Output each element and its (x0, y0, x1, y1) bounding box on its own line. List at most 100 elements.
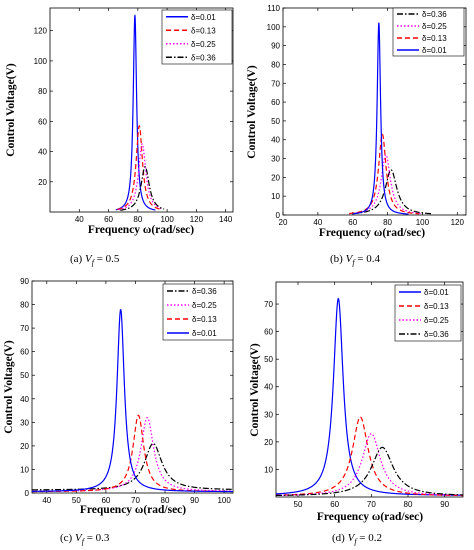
series-line-2 (118, 143, 162, 211)
y-tick-label: 50 (271, 117, 280, 126)
x-tick-label: 90 (190, 496, 199, 505)
legend-entry: δ=0.25 (192, 301, 217, 310)
panel-b: 20 40 60 80 100 120 0 10 20 30 40 50 60 70 80 90 100 110 F… (246, 4, 467, 267)
series-line-1 (32, 417, 233, 492)
x-tick-label: 80 (404, 500, 413, 509)
series-line-0 (352, 169, 432, 215)
y-tick-label: 40 (20, 395, 29, 404)
legend-entry: δ=0.01 (422, 46, 447, 55)
y-tick-label: 20 (38, 178, 47, 187)
y-tick-label: 100 (267, 23, 281, 32)
x-axis-label: Frequency ω(rad/sec) (317, 511, 423, 523)
series-group (276, 297, 463, 497)
panel-c: 40 50 60 70 80 90 100 0 10 20 30 40 50 60 70 80 90 Freque… (3, 277, 234, 546)
y-tick-label: 120 (34, 27, 48, 36)
y-tick-label: 0 (276, 211, 281, 220)
series-group (349, 22, 432, 215)
y-tick-label: 20 (20, 442, 29, 451)
y-tick-label: 10 (271, 192, 280, 201)
plot-frame (49, 7, 234, 213)
legend-entry: δ=0.25 (191, 40, 216, 49)
legend-entry: δ=0.01 (424, 288, 449, 297)
x-tick-label: 60 (330, 500, 339, 509)
x-tick-label: 140 (219, 215, 233, 224)
legend-entry: δ=0.13 (422, 34, 447, 43)
x-axis-label: Frequency ω(rad/sec) (88, 224, 194, 236)
x-tick-label: 70 (367, 500, 376, 509)
x-tick-label: 100 (217, 496, 231, 505)
y-tick-label: 30 (264, 410, 273, 419)
y-tick-label: 70 (271, 79, 280, 88)
series-line-3 (120, 166, 165, 211)
legend-box (161, 9, 233, 65)
x-tick-label: 70 (131, 496, 140, 505)
y-tick-label: 30 (20, 418, 29, 427)
series-line-3 (352, 22, 409, 215)
x-tick-label: 120 (190, 215, 204, 224)
series-group (115, 14, 165, 211)
series-line-2 (276, 432, 463, 496)
panel-caption: (a) Vf = 0.5 (70, 253, 120, 267)
series-line-1 (117, 125, 160, 211)
y-axis-label: Control Voltage(V) (5, 63, 17, 157)
y-tick-label: 40 (271, 136, 280, 145)
panel-d: 50 60 70 80 90 10 20 30 40 50 60 70 Frequency ω(rad/… (249, 281, 464, 546)
x-tick-label: 50 (294, 500, 303, 509)
x-tick-label: 100 (160, 215, 174, 224)
y-tick-label: 40 (264, 383, 273, 392)
legend-entry: δ=0.13 (191, 26, 216, 35)
x-axis-label: Frequency ω(rad/sec) (80, 504, 186, 516)
series-group (32, 309, 233, 493)
plot-frame (282, 7, 467, 216)
x-axis-label: Frequency ω(rad/sec) (319, 227, 425, 239)
legend-entry: δ=0.36 (424, 330, 449, 339)
legend: δ=0.01 δ=0.13 δ=0.25 δ=0.36 (394, 284, 462, 342)
x-tick-label: 60 (104, 215, 113, 224)
x-tick-label: 60 (348, 218, 357, 227)
y-tick-label: 80 (20, 301, 29, 310)
x-tick-label: 80 (133, 215, 142, 224)
legend: δ=0.01 δ=0.13 δ=0.25 δ=0.36 (161, 9, 233, 65)
x-tick-label: 20 (279, 218, 288, 227)
series-line-3 (276, 446, 463, 497)
y-tick-label: 100 (34, 57, 48, 66)
y-tick-label: 70 (20, 324, 29, 333)
legend-entry: δ=0.13 (424, 302, 449, 311)
series-line-2 (32, 414, 233, 493)
y-tick-label: 70 (264, 300, 273, 309)
legend-box (394, 284, 462, 342)
legend-entry: δ=0.36 (191, 53, 216, 62)
y-tick-label: 10 (264, 465, 273, 474)
legend-box (392, 7, 465, 57)
y-axis-label: Control Voltage(V) (249, 343, 261, 437)
legend: δ=0.36 δ=0.25 δ=0.13 δ=0.01 (392, 7, 465, 57)
x-tick-label: 90 (440, 500, 449, 509)
x-tick-label: 40 (42, 496, 51, 505)
y-axis-label: Control Voltage(V) (3, 340, 15, 434)
legend-entry: δ=0.25 (422, 22, 447, 31)
y-tick-label: 0 (25, 489, 30, 498)
x-tick-label: 120 (451, 218, 465, 227)
x-tick-label: 40 (75, 215, 84, 224)
legend-entry: δ=0.13 (192, 315, 217, 324)
x-tick-label: 80 (161, 496, 170, 505)
x-tick-label: 40 (313, 218, 322, 227)
x-tick-label: 50 (72, 496, 81, 505)
legend-entry: δ=0.36 (422, 10, 447, 19)
y-tick-label: 80 (271, 60, 280, 69)
y-tick-label: 50 (264, 355, 273, 364)
legend-entry: δ=0.36 (192, 287, 217, 296)
x-tick-label: 60 (101, 496, 110, 505)
y-tick-label: 80 (38, 87, 47, 96)
y-axis-label: Control Voltage(V) (246, 65, 258, 159)
y-tick-label: 60 (271, 98, 280, 107)
series-line-0 (32, 442, 233, 491)
y-tick-label: 60 (264, 328, 273, 337)
y-tick-label: 40 (38, 148, 47, 157)
panel-caption: (b) Vf = 0.4 (330, 253, 381, 267)
y-tick-label: 50 (20, 371, 29, 380)
y-tick-label: 20 (264, 438, 273, 447)
y-tick-label: 90 (271, 42, 280, 51)
panel-caption: (d) Vf = 0.2 (332, 532, 382, 546)
